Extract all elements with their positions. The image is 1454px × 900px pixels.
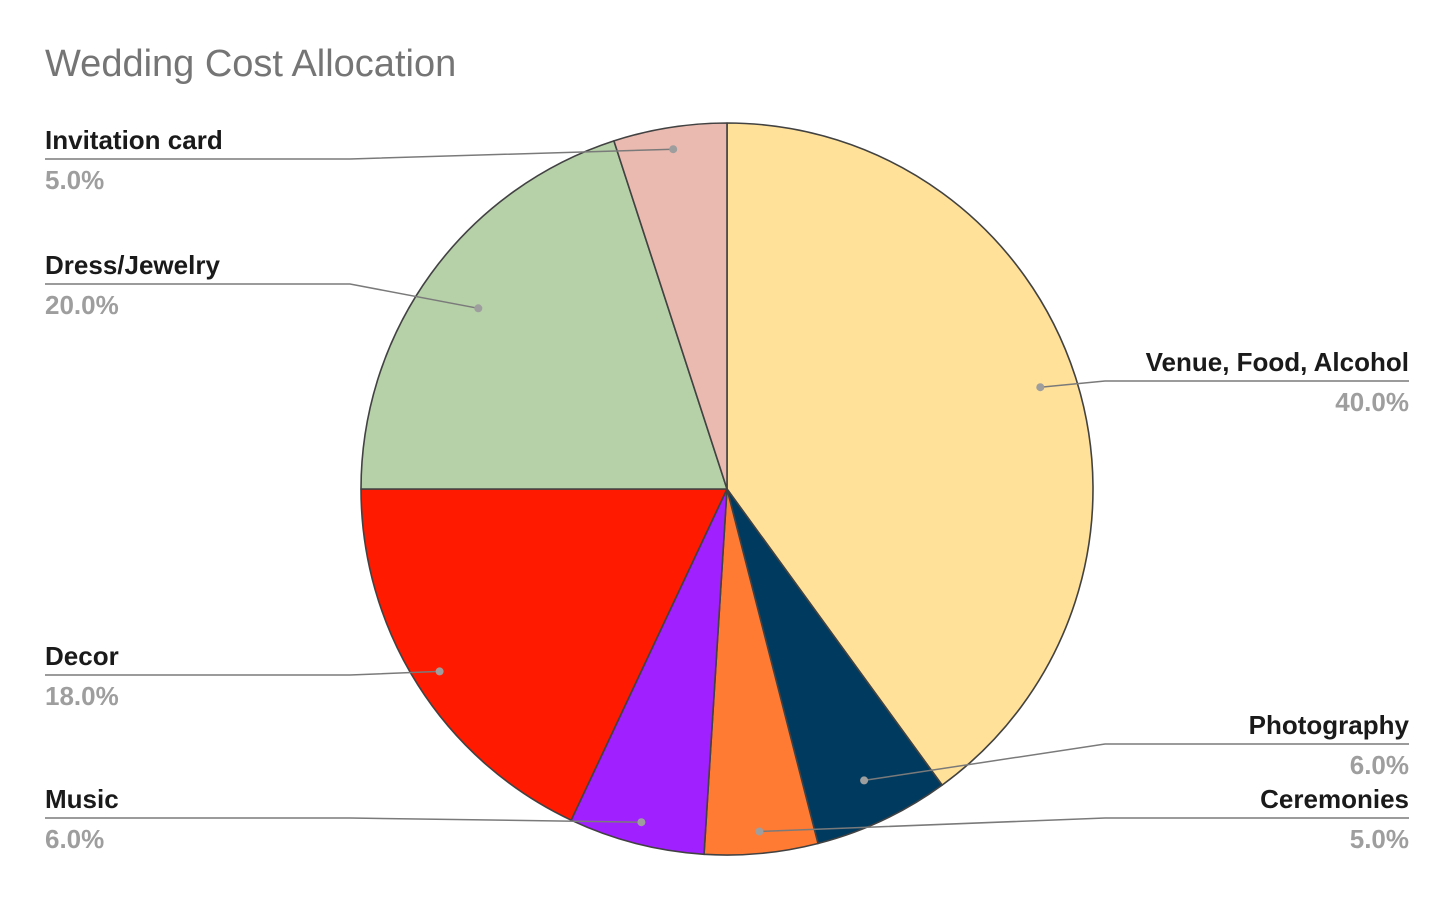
leader-line-invitation-card <box>45 148 674 160</box>
slice-percent-invitation-card: 5.0% <box>45 165 104 195</box>
slice-label-ceremonies: Ceremonies <box>1260 784 1409 814</box>
slice-label-invitation-card: Invitation card <box>45 125 223 155</box>
leader-dot-decor <box>435 667 444 676</box>
pie-slice-dress-jewelry[interactable] <box>360 140 728 490</box>
pie-slice-invitation-card[interactable] <box>613 122 728 490</box>
slice-percent-venue-food-alcohol: 40.0% <box>1335 387 1409 417</box>
slice-percent-decor: 18.0% <box>45 681 119 711</box>
slice-label-venue-food-alcohol: Venue, Food, Alcohol <box>1146 347 1409 377</box>
leader-dot-dress-jewelry <box>474 304 483 313</box>
slice-percent-ceremonies: 5.0% <box>1350 824 1409 854</box>
leader-dot-photography <box>860 776 869 785</box>
leader-lines <box>45 145 1409 836</box>
leader-dot-invitation-card <box>669 145 678 154</box>
chart-title: Wedding Cost Allocation <box>45 43 457 85</box>
leader-dot-music <box>637 818 646 827</box>
leader-line-decor <box>45 670 440 676</box>
slice-percent-dress-jewelry: 20.0% <box>45 290 119 320</box>
leader-line-music <box>45 817 642 823</box>
leader-dot-venue-food-alcohol <box>1036 383 1045 392</box>
slice-label-dress-jewelry: Dress/Jewelry <box>45 250 220 280</box>
leader-line-venue-food-alcohol <box>1040 380 1409 388</box>
pie-slice-decor[interactable] <box>360 488 728 821</box>
slice-label-music: Music <box>45 784 119 814</box>
slice-percent-photography: 6.0% <box>1350 750 1409 780</box>
leader-dot-ceremonies <box>755 827 764 836</box>
slice-label-decor: Decor <box>45 641 119 671</box>
slice-label-photography: Photography <box>1249 710 1410 740</box>
pie-slices <box>360 122 1094 856</box>
leader-line-ceremonies <box>759 817 1409 833</box>
pie-slice-photography[interactable] <box>726 488 943 845</box>
slice-labels: Venue, Food, Alcohol 40.0% Photography 6.0%… <box>45 125 1410 854</box>
leader-line-photography <box>863 743 1409 782</box>
pie-slice-venue-food-alcohol[interactable] <box>726 122 1094 786</box>
leader-line-dress-jewelry <box>45 283 479 310</box>
slice-percent-music: 6.0% <box>45 824 104 854</box>
